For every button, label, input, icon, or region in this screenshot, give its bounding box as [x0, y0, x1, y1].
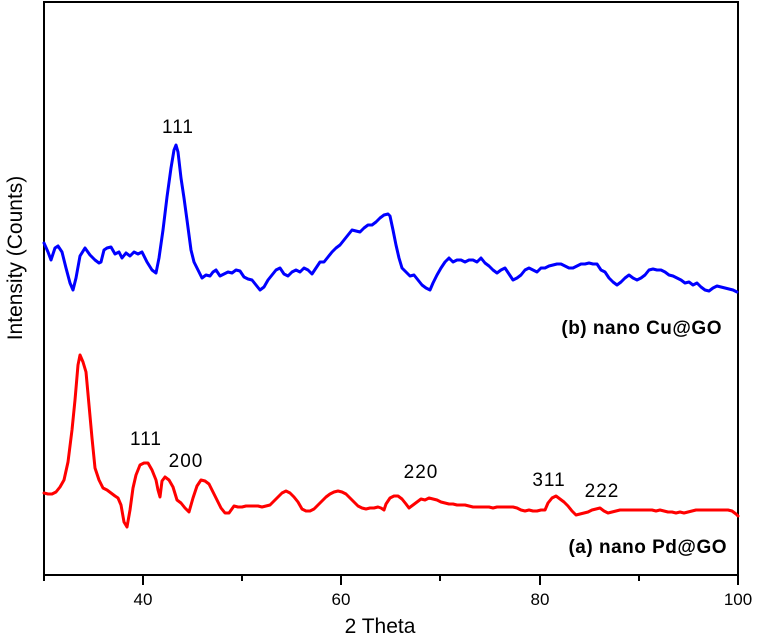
x-tick-label-60: 60 — [332, 590, 351, 609]
x-tick-label-40: 40 — [134, 590, 153, 609]
peak-label-pd-200: 200 — [169, 451, 204, 472]
peak-label-cu-111: 111 — [162, 117, 194, 138]
y-axis-title: Intensity (Counts) — [4, 176, 27, 341]
plot-frame — [43, 1, 739, 576]
series-line-pd-go — [42, 353, 740, 529]
x-axis-ticks — [43, 575, 739, 585]
peak-label-pd-111: 111 — [130, 429, 162, 450]
series-line-cu-go — [42, 143, 739, 294]
peak-label-pd-220: 220 — [404, 462, 439, 483]
series-label-pd-go: (a) nano Pd@GO — [568, 537, 727, 558]
series-label-cu-go: (b) nano Cu@GO — [561, 318, 722, 339]
x-axis-title: 2 Theta — [345, 615, 416, 636]
x-tick-label-100: 100 — [724, 590, 752, 609]
peak-label-pd-222: 222 — [585, 481, 620, 502]
peak-label-pd-311: 311 — [532, 470, 565, 491]
x-tick-label-80: 80 — [531, 590, 550, 609]
